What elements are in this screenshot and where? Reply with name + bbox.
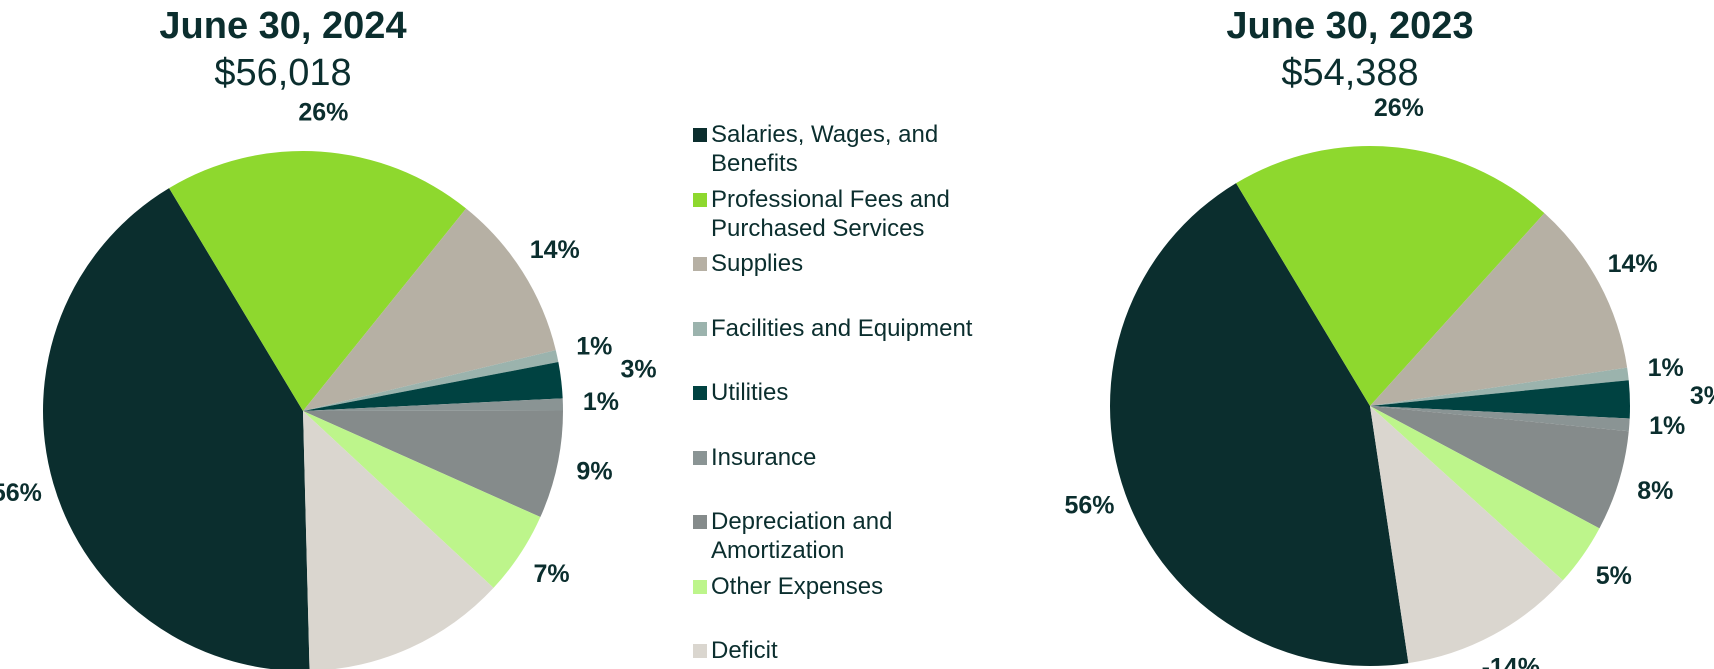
legend-label: Deficit — [711, 637, 778, 664]
legend-item: Supplies — [693, 249, 981, 278]
legend-label: Utilities — [711, 379, 789, 406]
data-label: 7% — [533, 560, 569, 588]
legend-swatch — [693, 579, 707, 594]
data-label: 9% — [576, 457, 612, 485]
pie-slice — [1110, 183, 1409, 666]
legend-label: Facilities and Equipment — [711, 314, 973, 342]
pie-slice — [1370, 406, 1563, 664]
legend-swatch — [693, 257, 707, 271]
legend-item: Utilities — [693, 378, 981, 407]
legend-item: Deficit — [693, 636, 981, 665]
pie-slice — [1370, 406, 1630, 432]
legend-label: Depreciation and Amortization — [711, 508, 893, 564]
pie-slice — [303, 362, 563, 411]
pie-slice — [43, 188, 310, 669]
pie-slice — [1370, 406, 1600, 581]
chart-title: June 30, 2024 — [159, 5, 406, 47]
data-label: 3% — [1690, 382, 1714, 410]
legend-item: Insurance — [693, 443, 981, 472]
data-label: -14% — [1482, 653, 1540, 669]
legend-item: Depreciation and Amortization — [693, 507, 981, 565]
chart-subtitle: $56,018 — [214, 52, 351, 94]
legend-item: Professional Fees and Purchased Services — [693, 185, 981, 243]
legend-label: Other Expenses — [711, 572, 884, 600]
pie-slice — [1370, 380, 1630, 419]
pie-slice — [1370, 367, 1629, 406]
pie-slice — [303, 208, 556, 411]
legend-item: Facilities and Equipment — [693, 314, 981, 343]
data-label: 1% — [1649, 412, 1685, 440]
data-label: 56% — [1065, 491, 1115, 519]
legend-swatch — [693, 450, 707, 465]
pie-slice — [1370, 406, 1629, 529]
legend-swatch — [693, 321, 707, 336]
pie-slice — [303, 410, 564, 518]
chart-title: June 30, 2023 — [1226, 5, 1473, 47]
pie-slice — [303, 411, 494, 669]
data-label: 8% — [1637, 477, 1673, 505]
data-label: 26% — [298, 98, 348, 126]
legend-item: Other Expenses — [693, 572, 981, 601]
pie-slice — [1236, 146, 1545, 407]
chart-subtitle: $54,388 — [1281, 52, 1418, 94]
pie-slice — [169, 151, 467, 411]
data-label: 14% — [1608, 250, 1658, 278]
data-label: 5% — [1596, 562, 1632, 590]
legend-swatch — [693, 644, 707, 658]
legend-swatch — [693, 128, 707, 142]
pie-slice — [303, 398, 563, 411]
legend-swatch — [693, 192, 707, 207]
data-label: 3% — [621, 355, 657, 383]
legend-swatch — [693, 386, 707, 400]
data-label: 1% — [576, 333, 612, 361]
legend-item: Salaries, Wages, and Benefits — [693, 120, 981, 178]
pie-slice — [1370, 213, 1628, 406]
pie-slice — [303, 411, 541, 588]
pie-slice — [303, 350, 559, 411]
data-label: 1% — [583, 388, 619, 416]
legend-label: Supplies — [711, 250, 804, 277]
data-label: 1% — [1648, 354, 1684, 382]
data-label: 14% — [530, 236, 580, 264]
legend-label: Insurance — [711, 443, 817, 471]
data-label: 26% — [1374, 94, 1424, 122]
legend-label: Salaries, Wages, and Benefits — [711, 121, 939, 177]
data-label: 56% — [0, 479, 42, 507]
legend-label: Professional Fees and Purchased Services — [711, 185, 950, 242]
data-label: -17% — [396, 667, 454, 669]
legend-swatch — [693, 515, 707, 529]
